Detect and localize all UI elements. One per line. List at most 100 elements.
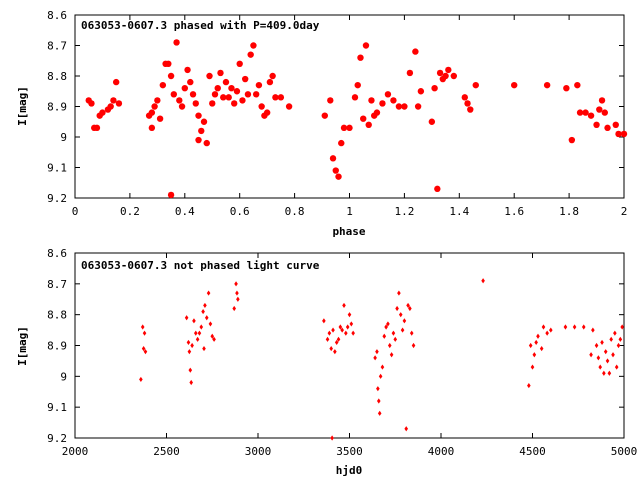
phased-data-point: [222, 78, 230, 86]
unphased-data-point: [186, 339, 191, 346]
unphased-data-point: [184, 315, 189, 321]
phased-data-point: [472, 81, 479, 89]
phased-data-point: [384, 91, 392, 98]
unphased-data-point: [589, 352, 593, 358]
phased-data-point: [112, 78, 120, 86]
phased-data-point: [93, 124, 101, 132]
phased-data-point: [167, 72, 175, 80]
unphased-data-point: [334, 339, 339, 346]
phased-data-point: [601, 109, 608, 116]
unphased-data-point: [395, 305, 399, 312]
phased-data-point: [604, 124, 611, 132]
phased-data-point: [445, 66, 452, 74]
unphased-data-point: [189, 379, 194, 386]
phased-data-point: [110, 97, 117, 104]
phased-data-point: [255, 81, 263, 89]
unphased-y-tick-label: 8.7: [47, 278, 67, 291]
unphased-data-point: [336, 336, 341, 342]
phased-data-point: [340, 124, 348, 132]
unphased-data-point: [349, 321, 354, 327]
unphased-data-point: [232, 305, 237, 312]
unphased-y-tick-label: 8.6: [47, 247, 67, 260]
phased-y-tick-label: 8.6: [47, 9, 67, 22]
unphased-x-tick-label: 4000: [428, 445, 455, 458]
phased-data-point: [354, 81, 361, 89]
phased-data-point: [231, 100, 238, 107]
unphased-data-point: [382, 333, 387, 339]
phased-data-point: [241, 75, 249, 83]
unphased-data-point: [532, 352, 537, 358]
phased-data-point: [434, 185, 441, 193]
phased-x-tick-label: 0.2: [120, 205, 140, 218]
phased-x-tick-label: 1: [346, 205, 353, 218]
unphased-data-point: [344, 330, 348, 336]
unphased-data-point: [549, 327, 553, 333]
unphased-data-point: [345, 324, 350, 330]
unphased-data-point: [375, 349, 379, 355]
phased-data-point: [176, 97, 183, 104]
phased-data-point: [167, 191, 175, 199]
phased-data-point: [464, 100, 471, 107]
phased-data-point: [582, 109, 589, 116]
unphased-data-point: [143, 349, 148, 355]
phased-data-point: [431, 85, 438, 92]
unphased-points: [139, 278, 624, 441]
phased-data-point: [612, 121, 619, 128]
unphased-data-point: [330, 435, 334, 441]
phased-data-point: [338, 139, 345, 147]
phased-ticks: 0 0.2 0.4 0.6 0.8 1 1.2 1.4 1.6 1.8 2 8.6 8.7 8.8 8.9 9…: [47, 9, 627, 218]
unphased-data-point: [527, 382, 531, 389]
phased-data-point: [192, 100, 199, 107]
phased-data-point: [277, 94, 285, 101]
unphased-y-tick-label: 9: [60, 370, 67, 383]
phased-data-point: [173, 39, 180, 46]
unphased-data-point: [195, 336, 200, 342]
phased-data-point: [266, 78, 274, 86]
phased-data-point: [417, 88, 425, 95]
phased-data-point: [321, 112, 328, 119]
phased-data-point: [225, 94, 232, 101]
unphased-data-point: [203, 302, 207, 309]
unphased-data-point: [139, 376, 143, 383]
phased-data-point: [593, 121, 600, 128]
unphased-data-point: [188, 367, 193, 373]
unphased-data-point: [142, 330, 147, 336]
phased-x-tick-label: 1.2: [394, 205, 414, 218]
phased-data-point: [351, 94, 359, 101]
phased-data-point: [151, 103, 158, 110]
unphased-panel: 2000 2500 3000 3500 4000 4500 5000 8.6 8.7 8.8 8.9…: [16, 247, 637, 477]
unphased-data-point: [202, 345, 206, 352]
unphased-data-point: [545, 330, 549, 336]
phased-data-point: [99, 109, 106, 116]
unphased-data-point: [572, 324, 577, 330]
unphased-data-point: [331, 327, 335, 333]
phased-data-point: [329, 155, 337, 162]
unphased-y-tick-label: 9.1: [47, 401, 67, 414]
phased-x-tick-label: 0: [72, 205, 79, 218]
unphased-data-point: [602, 370, 606, 376]
unphased-data-point: [393, 336, 398, 342]
unphased-data-point: [210, 333, 215, 339]
phased-data-point: [159, 81, 167, 89]
phased-data-point: [214, 85, 221, 92]
phased-data-point: [217, 69, 224, 77]
phased-data-point: [198, 127, 205, 135]
unphased-data-point: [140, 324, 145, 330]
phased-data-point: [620, 130, 628, 138]
unphased-data-point: [400, 327, 405, 333]
unphased-data-point: [409, 330, 414, 336]
unphased-data-point: [530, 364, 535, 370]
unphased-data-point: [193, 330, 198, 336]
phased-data-point: [598, 97, 606, 104]
unphased-data-point: [391, 330, 396, 336]
phased-data-point: [252, 91, 260, 98]
unphased-data-point: [199, 324, 204, 330]
phased-data-point: [428, 118, 436, 125]
phased-data-point: [365, 121, 372, 128]
phased-data-point: [357, 54, 364, 61]
unphased-data-point: [204, 315, 209, 321]
unphased-x-tick-label: 3000: [245, 445, 272, 458]
unphased-x-tick-label: 2500: [153, 445, 180, 458]
phased-data-point: [233, 88, 241, 95]
